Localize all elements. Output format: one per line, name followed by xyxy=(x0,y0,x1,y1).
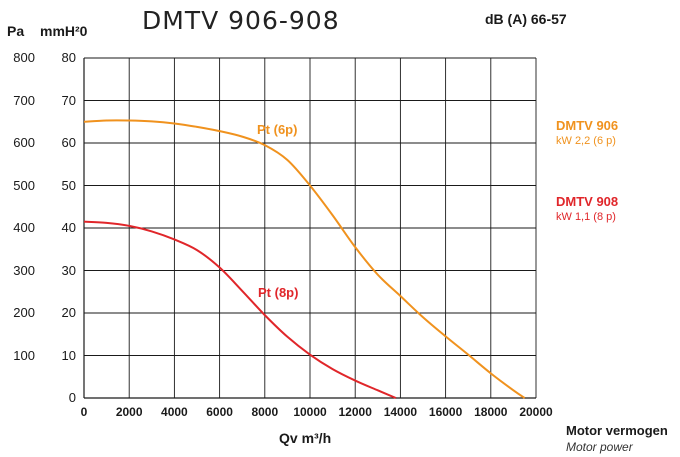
mm-unit-label: mmH²0 xyxy=(40,23,88,39)
pa-unit-label: Pa xyxy=(7,23,25,39)
x-tick: 6000 xyxy=(206,405,233,419)
legend-dmtv906-power: kW 2,2 (6 p) xyxy=(556,135,616,147)
y-tick-pa: 500 xyxy=(13,177,35,193)
y-tick-mm: 70 xyxy=(61,92,76,108)
y-tick-mm: 20 xyxy=(61,305,76,320)
y-tick-pa: 600 xyxy=(13,135,35,150)
motor-vermogen-label: Motor vermogen xyxy=(566,423,668,438)
x-tick: 18000 xyxy=(474,405,508,419)
series-line-8p xyxy=(83,220,397,399)
chart-grid xyxy=(83,57,537,399)
legend-dmtv908-name: DMTV 908 xyxy=(556,194,619,209)
y-tick-mm: 80 xyxy=(61,50,76,65)
y-tick-mm: 0 xyxy=(68,390,76,405)
chart-series xyxy=(83,119,526,399)
y-tick-pa: 100 xyxy=(13,347,35,363)
y-tick-pa: 200 xyxy=(13,305,35,320)
y-tick-pa: 400 xyxy=(13,220,35,235)
y-tick-mm: 60 xyxy=(61,135,76,150)
y-tick-mm: 10 xyxy=(61,347,76,363)
x-tick: 8000 xyxy=(251,405,279,419)
legend-dmtv906-name: DMTV 906 xyxy=(556,118,619,133)
x-tick: 0 xyxy=(80,405,88,419)
x-tick: 14000 xyxy=(383,405,418,419)
x-tick: 4000 xyxy=(161,405,188,419)
x-tick: 16000 xyxy=(428,405,463,419)
legend-dmtv908-power: kW 1,1 (8 p) xyxy=(556,211,616,223)
y-tick-mm: 50 xyxy=(61,177,76,193)
series-line-6p xyxy=(83,119,526,399)
curve-label-6p: Pt (6p) xyxy=(257,122,298,137)
chart-title: DMTV 906-908 xyxy=(142,6,340,35)
y-tick-pa: 300 xyxy=(13,262,35,278)
y-tick-pa: 800 xyxy=(13,50,35,65)
x-axis-label: Qv m³/h xyxy=(279,430,332,446)
motor-power-label: Motor power xyxy=(566,440,633,454)
curve-label-8p: Pt (8p) xyxy=(258,285,299,300)
x-tick: 20000 xyxy=(519,405,553,419)
x-tick: 10000 xyxy=(293,405,327,419)
y-tick-mm: 30 xyxy=(61,262,76,278)
y-tick-pa: 700 xyxy=(13,92,35,108)
y-tick-mm: 40 xyxy=(61,220,76,235)
x-tick: 2000 xyxy=(115,405,143,419)
x-tick: 12000 xyxy=(338,405,372,419)
noise-level-label: dB (A) 66-57 xyxy=(485,11,567,27)
